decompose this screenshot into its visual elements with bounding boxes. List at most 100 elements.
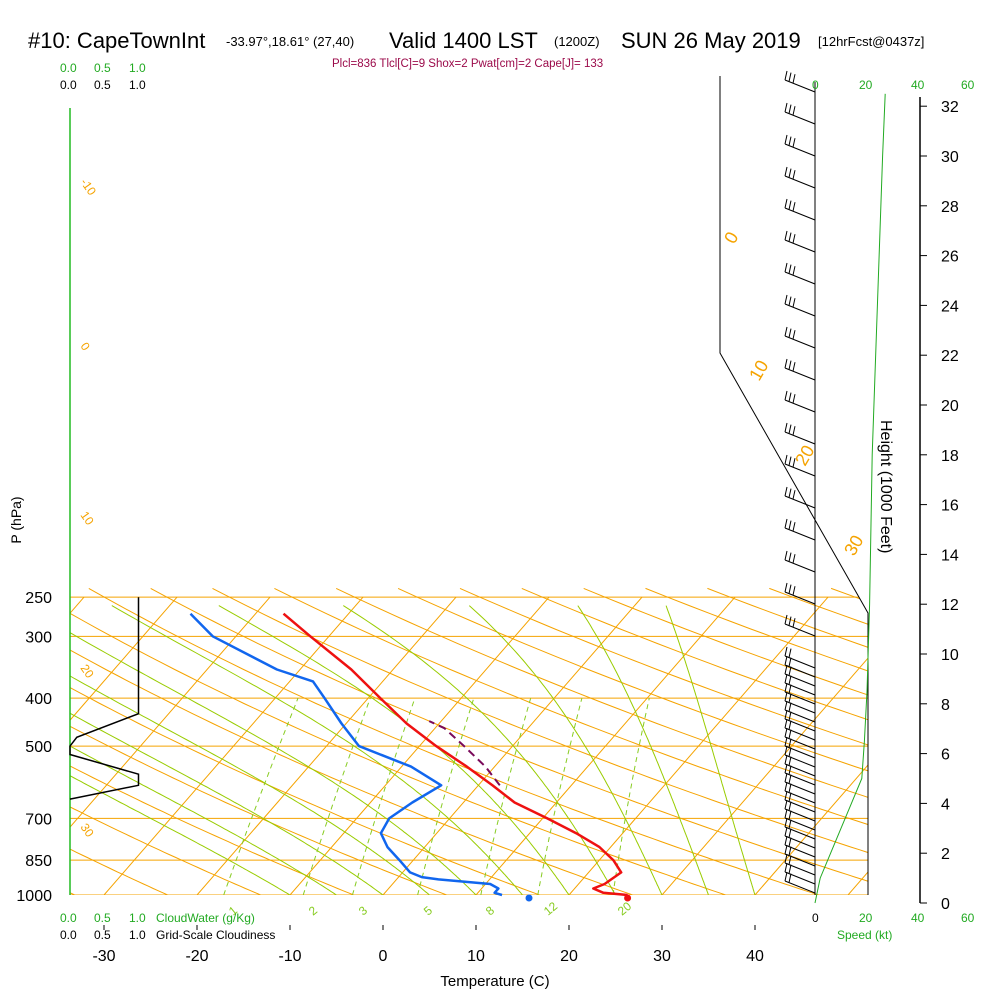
wind-barb — [784, 664, 816, 687]
pressure-tick-label: 850 — [25, 853, 52, 870]
wind-barb — [784, 358, 816, 381]
wind-barb-flag — [784, 166, 788, 177]
wind-barb-flag — [792, 266, 796, 276]
height-tick-label: 6 — [941, 747, 950, 764]
wind-barb — [784, 709, 816, 732]
mixing-ratio-line — [223, 697, 299, 895]
wind-barb-flag — [784, 230, 788, 241]
pressure-tick-label: 300 — [25, 629, 52, 646]
height-tick-label: 12 — [941, 597, 959, 614]
wind-barb-flag — [784, 70, 788, 81]
isotherm-line — [847, 596, 868, 895]
wind-barb-shaft — [784, 844, 816, 858]
pressure-tick-label: 1000 — [16, 888, 52, 905]
wind-barb-shaft — [784, 709, 816, 723]
wind-barb — [784, 817, 816, 840]
wind-barb — [784, 294, 816, 317]
wind-barb — [784, 700, 816, 723]
wind-barb-flag — [788, 666, 792, 676]
wind-barb — [784, 262, 816, 285]
wind-barb-flag — [784, 745, 788, 756]
wind-barb-flag — [784, 709, 788, 720]
wind-barb-flag — [784, 871, 788, 882]
cloud-scale-label: 0.0 — [60, 911, 77, 925]
isotherm-line — [661, 596, 868, 895]
wind-barb — [784, 754, 816, 777]
height-tick-label: 16 — [941, 498, 959, 515]
wind-barb — [784, 745, 816, 768]
station-location: -33.97°,18.61° (27,40) — [226, 34, 355, 49]
wind-barb-flag — [784, 550, 788, 561]
wind-barb-flag — [784, 781, 788, 792]
temperature-tick-label: 30 — [653, 948, 671, 965]
wind-barb — [784, 727, 816, 750]
moist-adiabat-line — [70, 605, 291, 895]
moist-adiabat-line — [468, 605, 663, 895]
wind-barb-flag — [788, 392, 792, 402]
wind-barb-shaft — [784, 736, 816, 750]
wind-barb-shaft — [784, 718, 816, 732]
dry-adiabat-line — [70, 588, 192, 895]
wind-barb — [784, 691, 816, 714]
wind-barb-flag — [788, 675, 792, 685]
wind-barb-flag — [784, 808, 788, 819]
wind-barb-shaft — [784, 727, 816, 741]
wind-barb — [784, 673, 816, 696]
wind-barb-flag — [784, 817, 788, 828]
height-tick-label: 24 — [941, 298, 959, 315]
wind-barb-flag — [788, 810, 792, 820]
wind-barb-shaft — [784, 655, 816, 669]
moist-adiabat-line — [70, 605, 477, 895]
wind-barb-flag — [784, 664, 788, 675]
wind-barb-flag — [788, 616, 792, 626]
speed-tick-label: 40 — [911, 911, 925, 925]
height-tick-label: 8 — [941, 697, 950, 714]
height-axis-title: Height (1000 Feet) — [877, 420, 894, 553]
isotherm-label: 20 — [791, 442, 818, 469]
wind-barb-flag — [784, 673, 788, 684]
wind-barb — [784, 166, 816, 189]
wind-barb-flag — [788, 296, 792, 306]
wind-barb-flag — [788, 72, 792, 82]
zulu-time: (1200Z) — [554, 34, 600, 49]
wind-barb-flag — [784, 799, 788, 810]
wind-barb-shaft — [784, 664, 816, 678]
dry-adiabat-line — [955, 588, 1000, 905]
wind-barb-flag — [788, 801, 792, 811]
temperature-tick-label: -10 — [278, 948, 301, 965]
plot-right-border — [719, 76, 869, 895]
wind-barbs — [784, 70, 816, 895]
wind-barb-flag — [792, 426, 796, 436]
dry-adiabat-line — [212, 587, 868, 895]
cloud-scale-label: 0.0 — [60, 78, 77, 92]
wind-barb — [784, 808, 816, 831]
wind-barb-flag — [792, 138, 796, 148]
wind-barb-shaft — [784, 682, 816, 696]
height-tick-label: 22 — [941, 348, 959, 365]
wind-barb-flag — [788, 488, 792, 498]
cloudiness-line — [69, 597, 140, 800]
wind-barb-flag — [788, 819, 792, 829]
temperature-line — [282, 612, 628, 897]
isotherm-label: 10 — [78, 509, 97, 528]
height-tick-label: 14 — [941, 547, 959, 564]
wind-barb-flag — [788, 693, 792, 703]
wind-barb-flag — [784, 646, 788, 657]
isotherm-line — [196, 596, 457, 895]
dry-adiabat-line — [70, 587, 663, 895]
wind-barb-flag — [788, 648, 792, 658]
wind-barb-flag — [784, 614, 788, 625]
wind-barb-flag — [792, 394, 796, 404]
wind-barb-shaft — [784, 862, 816, 876]
isotherm-label: -10 — [78, 176, 100, 199]
wind-barb-flag — [788, 729, 792, 739]
height-tick-label: 28 — [941, 199, 959, 216]
background-lines — [70, 587, 1000, 905]
height-tick-label: 20 — [941, 398, 959, 415]
wind-barb-shaft — [784, 559, 816, 573]
height-tick-label: 30 — [941, 149, 959, 166]
wind-barb-flag — [788, 264, 792, 274]
wind-barb-flag — [788, 837, 792, 847]
height-tick-label: 4 — [941, 796, 950, 813]
